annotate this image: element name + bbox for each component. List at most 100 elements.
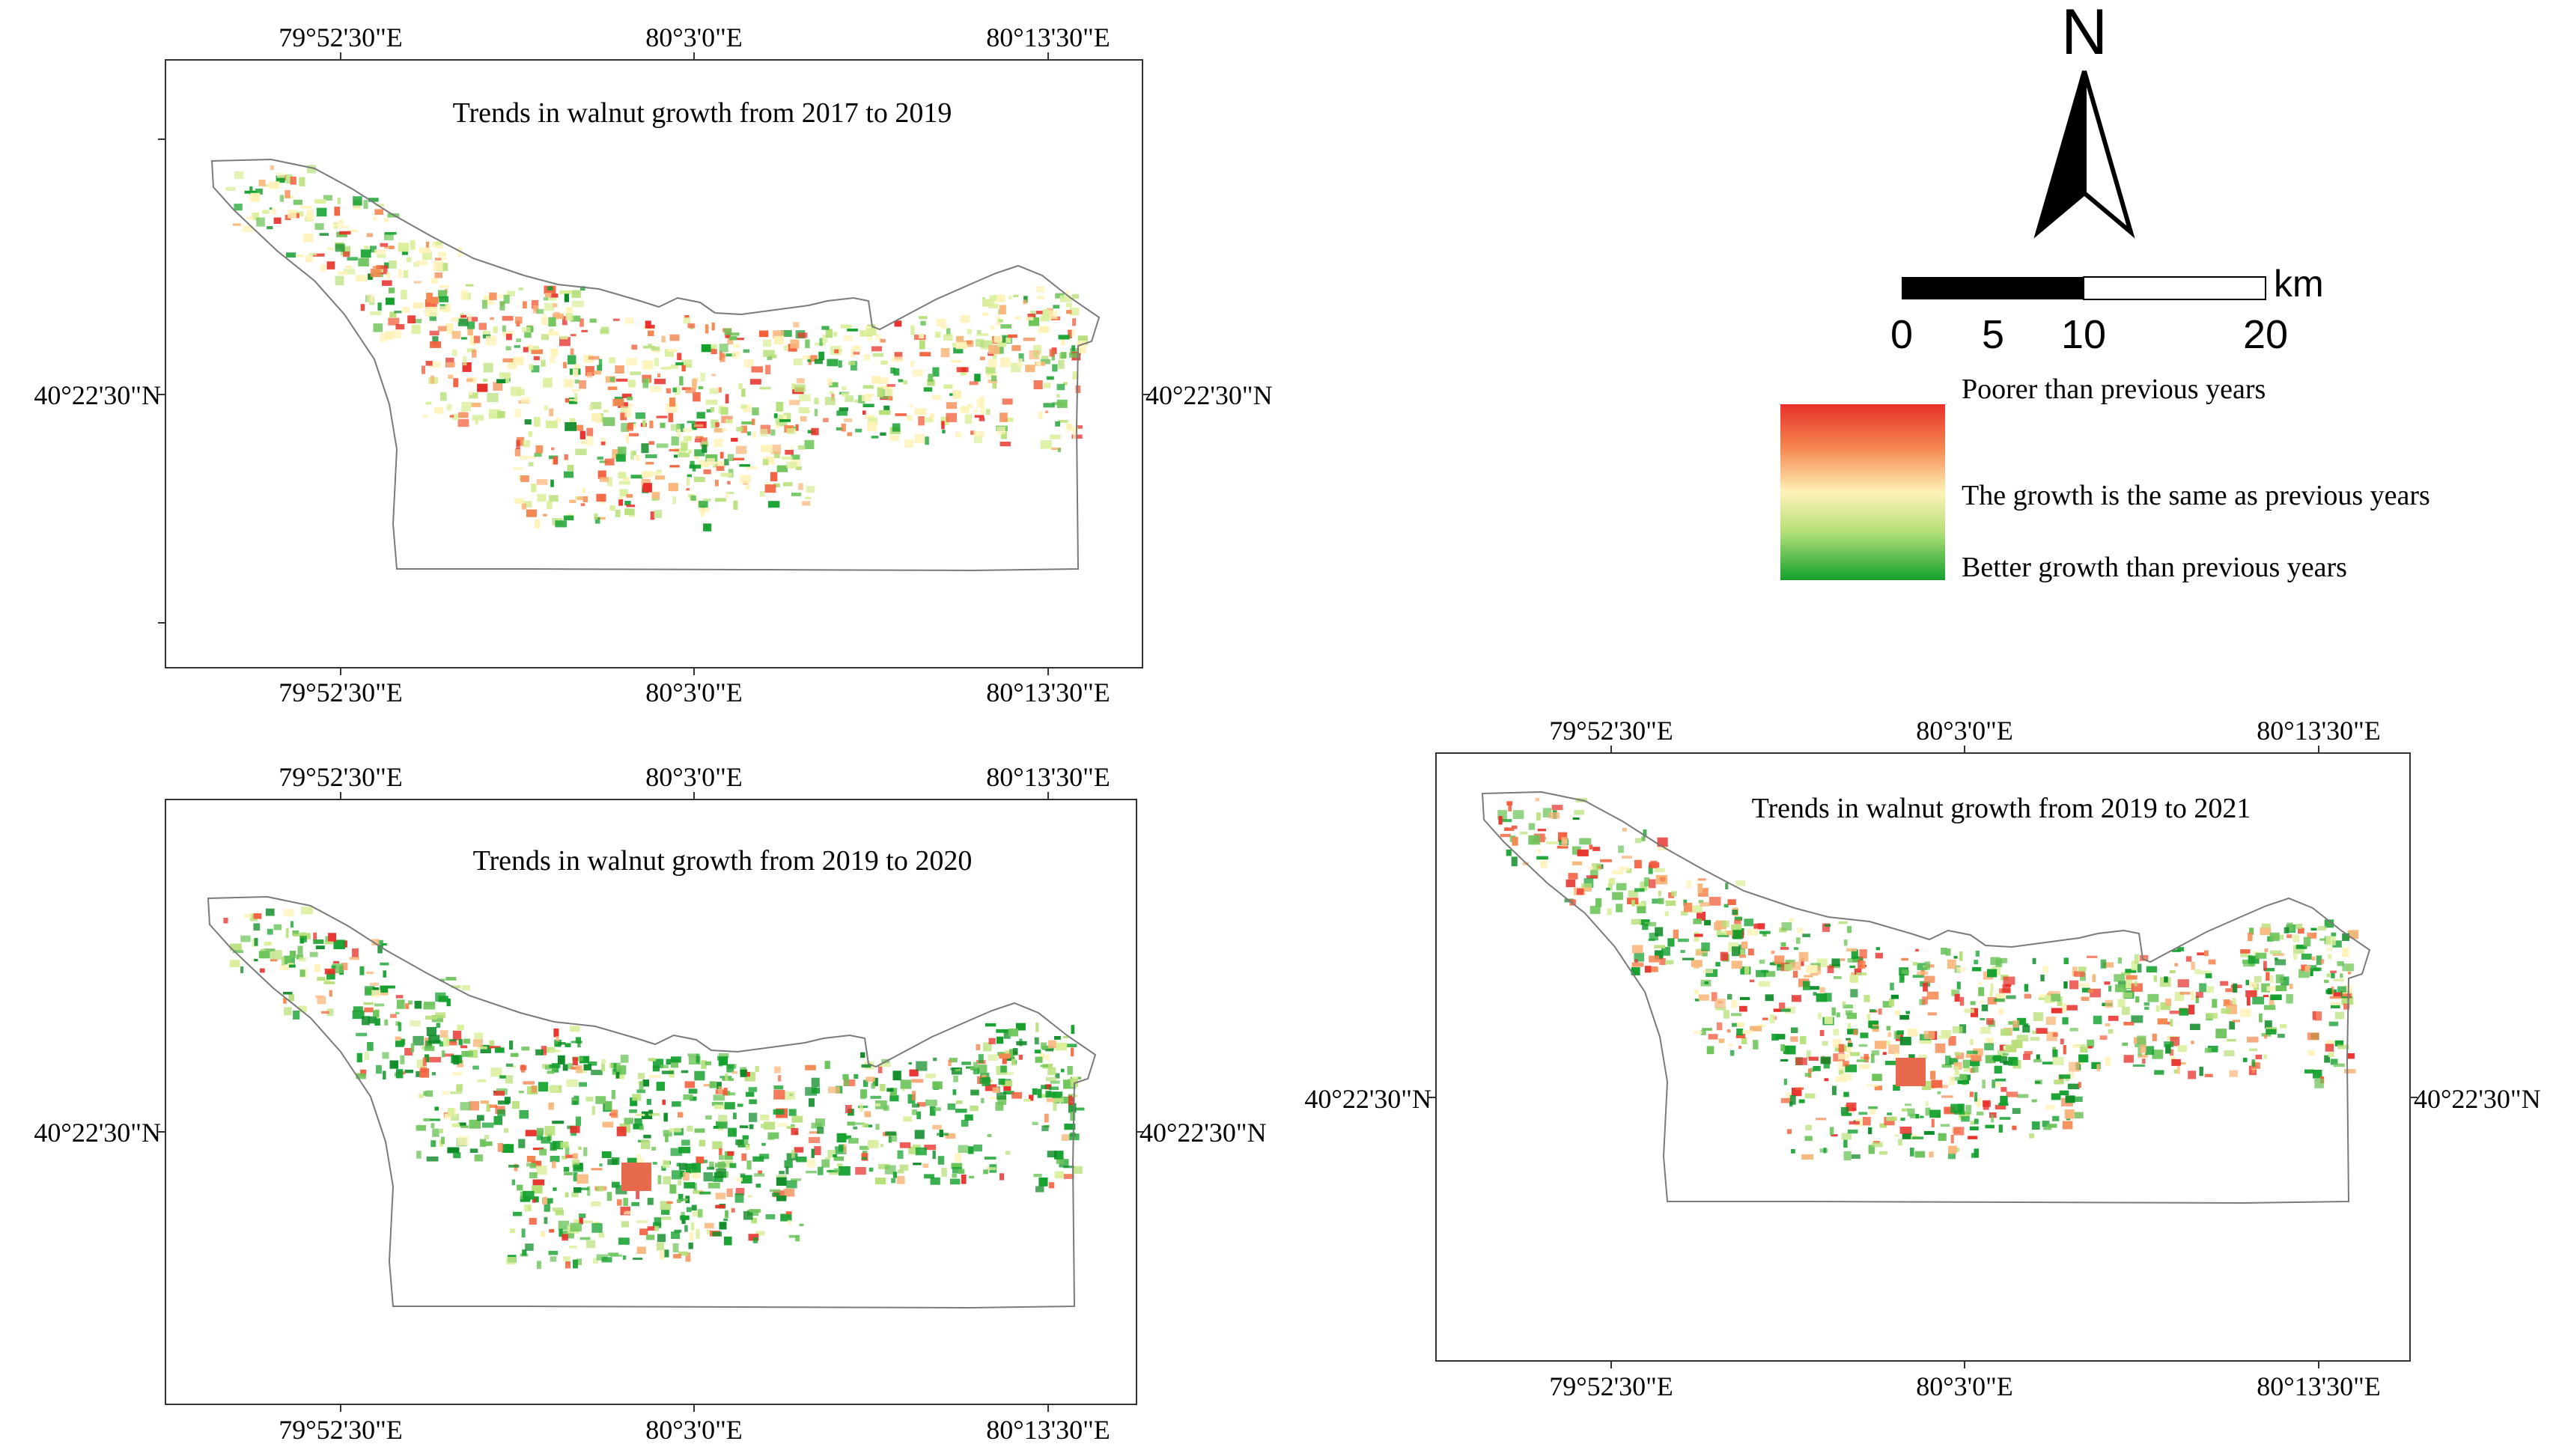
growth-patch	[988, 344, 1000, 355]
growth-patch	[262, 210, 270, 214]
growth-patch	[786, 428, 796, 434]
growth-patch	[790, 446, 794, 451]
growth-patch	[2096, 1064, 2100, 1071]
growth-patch	[1648, 939, 1655, 941]
growth-patch	[2062, 1017, 2069, 1025]
growth-patch	[1741, 941, 1748, 949]
growth-patch	[2269, 950, 2282, 954]
growth-patch	[1634, 952, 1645, 962]
growth-patch	[552, 1141, 563, 1150]
growth-patch	[1005, 1151, 1011, 1155]
growth-patch	[537, 1127, 544, 1136]
growth-patch	[683, 316, 691, 324]
growth-patch	[674, 454, 678, 458]
growth-patch	[838, 1166, 851, 1176]
growth-patch	[410, 1020, 421, 1027]
growth-patch	[1060, 338, 1065, 346]
growth-patch	[1963, 1064, 1971, 1072]
growth-patch	[326, 970, 335, 980]
growth-patch	[646, 1099, 651, 1105]
growth-patch	[1538, 849, 1542, 853]
growth-patch	[955, 335, 964, 344]
growth-patch	[416, 1151, 422, 1159]
growth-patch	[571, 290, 581, 298]
growth-patch	[752, 1237, 758, 1243]
growth-patch	[366, 294, 374, 303]
growth-patch	[1801, 957, 1804, 966]
growth-patch	[1535, 797, 1540, 802]
growth-patch	[652, 472, 662, 475]
growth-patch	[627, 1157, 637, 1163]
growth-patch	[2318, 925, 2326, 930]
growth-patch	[680, 1215, 690, 1220]
growth-patch	[1056, 1158, 1065, 1164]
growth-patch	[591, 1201, 601, 1207]
growth-patch	[875, 1100, 887, 1109]
growth-patch	[428, 1035, 440, 1044]
growth-patch	[2087, 1046, 2093, 1049]
growth-patch	[932, 1150, 936, 1160]
growth-patch	[643, 483, 652, 493]
growth-patch	[1606, 887, 1610, 891]
growth-patch	[526, 1156, 536, 1163]
growth-patch	[1014, 316, 1020, 320]
growth-patch	[1697, 912, 1706, 921]
growth-patch	[1059, 295, 1072, 302]
growth-patch	[620, 412, 627, 421]
growth-patch	[375, 204, 385, 207]
growth-patch	[2341, 996, 2354, 1005]
growth-patch	[1890, 982, 1894, 990]
growth-patch	[457, 418, 469, 427]
growth-patch	[1959, 1024, 1967, 1034]
growth-patch	[688, 1242, 693, 1249]
growth-patch	[572, 368, 579, 377]
growth-patch	[2081, 987, 2090, 993]
growth-patch	[1731, 999, 1738, 1008]
growth-patch	[998, 1078, 1005, 1085]
growth-patch	[791, 383, 795, 390]
growth-patch	[2319, 938, 2328, 941]
growth-patch	[2242, 959, 2251, 964]
growth-patch	[636, 1154, 642, 1157]
growth-patch	[2108, 1029, 2114, 1034]
growth-patch	[2248, 955, 2260, 964]
growth-patch	[416, 260, 428, 266]
growth-patch	[693, 1183, 697, 1192]
growth-patch	[1640, 881, 1648, 891]
growth-patch	[1716, 930, 1727, 936]
growth-patch	[1035, 1023, 1039, 1032]
growth-patch	[645, 1234, 655, 1240]
growth-patch	[855, 428, 862, 433]
growth-patch	[784, 1160, 793, 1169]
growth-patch	[2293, 953, 2298, 960]
growth-patch	[532, 1179, 545, 1186]
growth-patch	[678, 1180, 682, 1186]
growth-patch	[662, 1160, 670, 1169]
growth-patch	[461, 409, 466, 412]
growth-patch	[1040, 315, 1050, 322]
growth-patch	[745, 1091, 755, 1097]
growth-patch	[952, 1089, 957, 1095]
growth-patch	[307, 165, 317, 174]
growth-patch	[252, 213, 259, 221]
growth-patch	[1907, 1029, 1918, 1037]
growth-patch	[827, 1170, 838, 1173]
growth-patch	[1063, 1174, 1074, 1179]
growth-patch	[565, 1192, 569, 1198]
growth-patch	[1683, 902, 1693, 913]
growth-patch	[546, 420, 558, 429]
growth-patch	[1974, 1148, 1979, 1158]
growth-patch	[878, 1163, 890, 1169]
growth-patch	[442, 257, 447, 261]
growth-patch	[483, 330, 490, 337]
growth-patch	[1009, 1049, 1014, 1059]
growth-patch	[1723, 904, 1729, 908]
growth-patch	[878, 409, 891, 415]
growth-patch	[749, 1209, 761, 1213]
growth-patch	[1649, 879, 1656, 889]
growth-patch	[395, 1011, 400, 1014]
growth-patch	[550, 479, 554, 487]
growth-patch	[2263, 960, 2267, 971]
growth-patch	[2342, 933, 2349, 941]
